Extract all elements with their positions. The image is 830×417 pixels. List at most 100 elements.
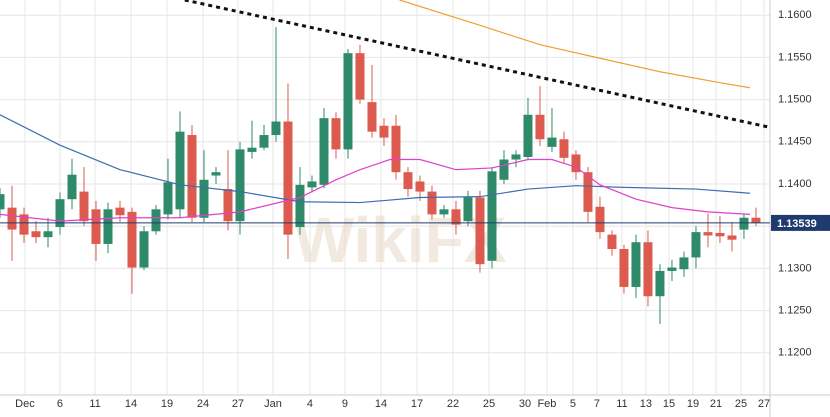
candle-body: [583, 172, 593, 212]
x-tick-label: 14: [375, 398, 387, 410]
candle-body: [571, 154, 581, 173]
candle-body: [559, 139, 569, 158]
candle-body: [463, 197, 473, 222]
candle-body: [19, 214, 29, 235]
y-tick-label: 1.1250: [778, 305, 812, 317]
candle-body: [343, 53, 353, 150]
x-tick-label: 25: [483, 398, 495, 410]
x-tick-label: 6: [57, 398, 63, 410]
candle-body: [427, 191, 437, 215]
candle-body: [535, 114, 545, 140]
x-tick-label: 17: [411, 398, 423, 410]
candle-body: [259, 135, 269, 148]
candle-body: [751, 217, 761, 223]
candle-body: [79, 191, 89, 222]
x-tick-label: Feb: [537, 398, 556, 410]
x-tick-label: 4: [307, 398, 313, 410]
candle-body: [619, 248, 629, 287]
candle-body: [55, 199, 65, 228]
candle-body: [67, 174, 77, 200]
candle-body: [115, 207, 125, 216]
candle-body: [295, 184, 305, 228]
x-tick-label: Dec: [15, 398, 35, 410]
candle-body: [391, 125, 401, 173]
candle-body: [0, 194, 5, 210]
candle-body: [151, 209, 161, 232]
candle-body: [163, 182, 173, 215]
candle-body: [715, 232, 725, 237]
candle-body: [7, 207, 17, 230]
x-tick-label: 22: [447, 398, 459, 410]
candle-body: [511, 154, 521, 160]
candle-body: [631, 242, 641, 287]
x-tick-label: 9: [342, 398, 348, 410]
x-tick-label: 5: [570, 398, 576, 410]
candle-body: [367, 102, 377, 132]
x-tick-label: 19: [687, 398, 699, 410]
candle-body: [211, 172, 221, 176]
x-tick-label: 11: [616, 398, 627, 410]
candle-body: [439, 209, 449, 215]
last-price-label: 1.13539: [777, 218, 817, 230]
x-tick-label: 7: [594, 398, 600, 410]
candle-body: [307, 181, 317, 188]
last-price-box: [771, 214, 830, 231]
candle-body: [127, 211, 137, 268]
candle-body: [247, 147, 257, 152]
candle-body: [319, 118, 329, 185]
candle-body: [679, 257, 689, 270]
candle-body: [331, 118, 341, 150]
x-tick-label: 27: [758, 398, 770, 410]
candle-body: [283, 121, 293, 235]
candle-body: [223, 189, 233, 222]
candle-body: [499, 159, 509, 180]
y-tick-label: 1.1200: [778, 347, 812, 359]
watermark: WikiFX: [294, 204, 507, 276]
x-tick-label: Jan: [264, 398, 282, 410]
moving-average: [0, 114, 751, 204]
candle-body: [547, 137, 557, 147]
candle-body: [403, 172, 413, 190]
x-tick-label: 30: [519, 398, 531, 410]
candle-body: [43, 231, 53, 238]
candle-body: [727, 235, 737, 240]
candle-body: [91, 209, 101, 244]
x-tick-label: 25: [735, 398, 747, 410]
x-tick-label: 21: [710, 398, 722, 410]
candle-body: [451, 209, 461, 225]
candle-body: [607, 234, 617, 249]
candle-body: [199, 179, 209, 218]
y-tick-label: 1.1550: [778, 51, 812, 63]
x-tick-label: 14: [125, 398, 137, 410]
candle-body: [187, 135, 197, 218]
candle-body: [487, 171, 497, 261]
x-tick-label: 27: [232, 398, 244, 410]
moving-average: [399, 0, 751, 89]
candle-body: [643, 242, 653, 297]
x-tick-label: 24: [197, 398, 209, 410]
candle-body: [523, 114, 533, 157]
candle-body: [175, 131, 185, 210]
candle-body: [475, 197, 485, 265]
candle-body: [235, 149, 245, 222]
trend-line: [184, 0, 771, 129]
candle-body: [415, 181, 425, 192]
y-tick-label: 1.1400: [778, 178, 812, 190]
x-tick-label: 13: [640, 398, 652, 410]
candle-body: [655, 270, 665, 297]
candle-body: [703, 232, 713, 236]
y-tick-label: 1.1600: [778, 9, 812, 21]
x-tick-label: 19: [161, 398, 173, 410]
candle-body: [355, 53, 365, 100]
y-tick-label: 1.1500: [778, 94, 812, 106]
x-tick-label: 15: [663, 398, 675, 410]
candle-body: [667, 267, 677, 271]
y-tick-label: 1.1450: [778, 136, 812, 148]
candle-body: [739, 217, 749, 230]
candle-body: [139, 231, 149, 268]
y-tick-label: 1.1300: [778, 262, 812, 274]
x-tick-label: 11: [89, 398, 100, 410]
moving-average: [0, 158, 750, 222]
